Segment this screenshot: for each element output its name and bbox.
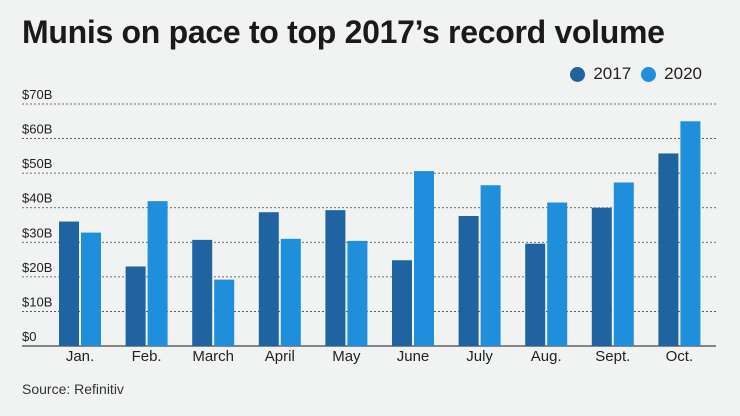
x-category-label: Jan. [66,348,94,365]
legend-swatch-2020 [641,66,657,82]
y-tick-label: $50B [22,156,52,171]
bar-2017-1 [125,266,146,346]
x-category-label: July [466,348,493,365]
bar-2020-4 [347,240,368,346]
bar-2020-1 [147,201,168,346]
x-category-label: June [397,348,430,365]
bar-2017-6 [458,216,479,346]
bar-2017-2 [192,239,213,346]
source-note: Source: Refinitiv [22,381,124,397]
legend-item-2020: 2020 [641,64,702,84]
x-category-label: Aug. [531,348,562,365]
bar-2020-3 [280,238,301,346]
bar-2020-5 [414,171,434,346]
y-tick-label: $60B [22,122,52,137]
x-category-label: April [265,348,295,365]
y-tick-label: $70B [22,87,52,102]
bar-2020-9 [680,121,701,347]
bar-2017-9 [658,153,679,346]
y-tick-label: $0 [22,329,36,344]
y-tick-label: $40B [22,191,52,206]
bar-2017-4 [325,210,346,346]
chart-title: Munis on pace to top 2017’s record volum… [22,14,665,50]
x-category-label: Feb. [132,348,162,365]
bar-2020-2 [214,279,235,346]
x-category-label: Sept. [595,348,630,365]
legend-label-2020: 2020 [664,64,702,83]
x-category-label: Oct. [666,348,694,365]
bar-2017-0 [59,221,79,346]
y-tick-label: $20B [22,260,52,275]
bar-2020-6 [480,185,501,346]
x-category-label: March [192,348,234,365]
bar-2020-8 [613,182,634,346]
bar-2020-7 [547,202,568,346]
legend-swatch-2017 [570,66,586,82]
bar-2017-3 [258,212,279,346]
y-tick-label: $10B [22,294,52,309]
bar-2017-7 [525,243,546,346]
legend-label-2017: 2017 [593,64,632,83]
x-category-label: May [332,348,361,365]
bar-2020-0 [81,232,101,346]
y-tick-label: $30B [22,225,52,240]
legend: 2017 2020 [570,64,702,84]
bar-2017-8 [591,207,612,346]
bar-2017-5 [392,260,412,346]
legend-item-2017: 2017 [570,64,631,84]
